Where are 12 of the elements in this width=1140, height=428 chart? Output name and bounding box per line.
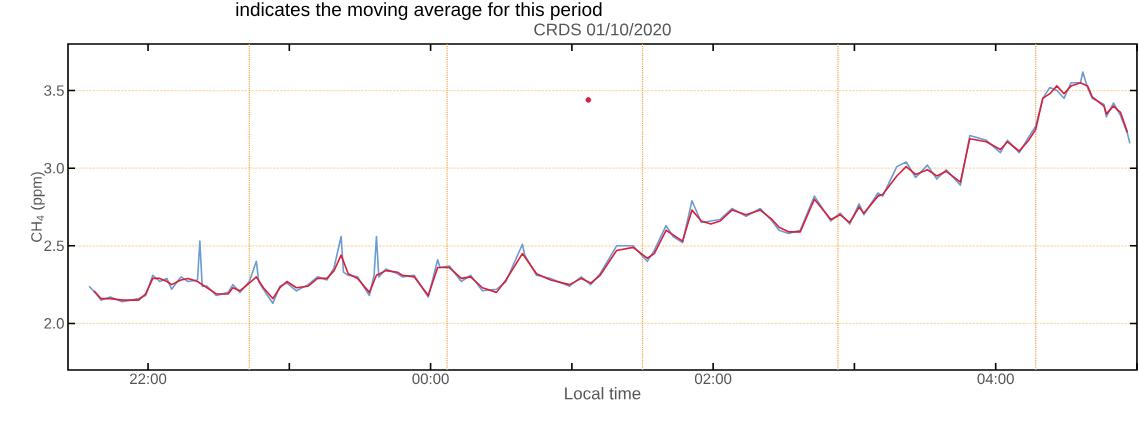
y-axis-title: CH$_{4}$ (ppm) <box>30 172 45 242</box>
x-tick-label: 04:00 <box>977 373 1014 385</box>
y-tick-label: 3.5 <box>44 85 64 96</box>
y-tick-label: 3.0 <box>44 162 64 174</box>
x-tick-label: 22:00 <box>130 373 167 385</box>
text: indicates the moving average for this period <box>236 2 602 20</box>
x-tick-label: 02:00 <box>694 373 732 385</box>
y-tick-label: 2.0 <box>44 318 64 329</box>
x-axis-title: Local time <box>565 386 641 400</box>
chart-title: CRDS 01/10/2020 <box>534 23 671 36</box>
y-tick-label: 2.5 <box>44 240 64 252</box>
x-tick-label: 00:00 <box>412 373 449 385</box>
